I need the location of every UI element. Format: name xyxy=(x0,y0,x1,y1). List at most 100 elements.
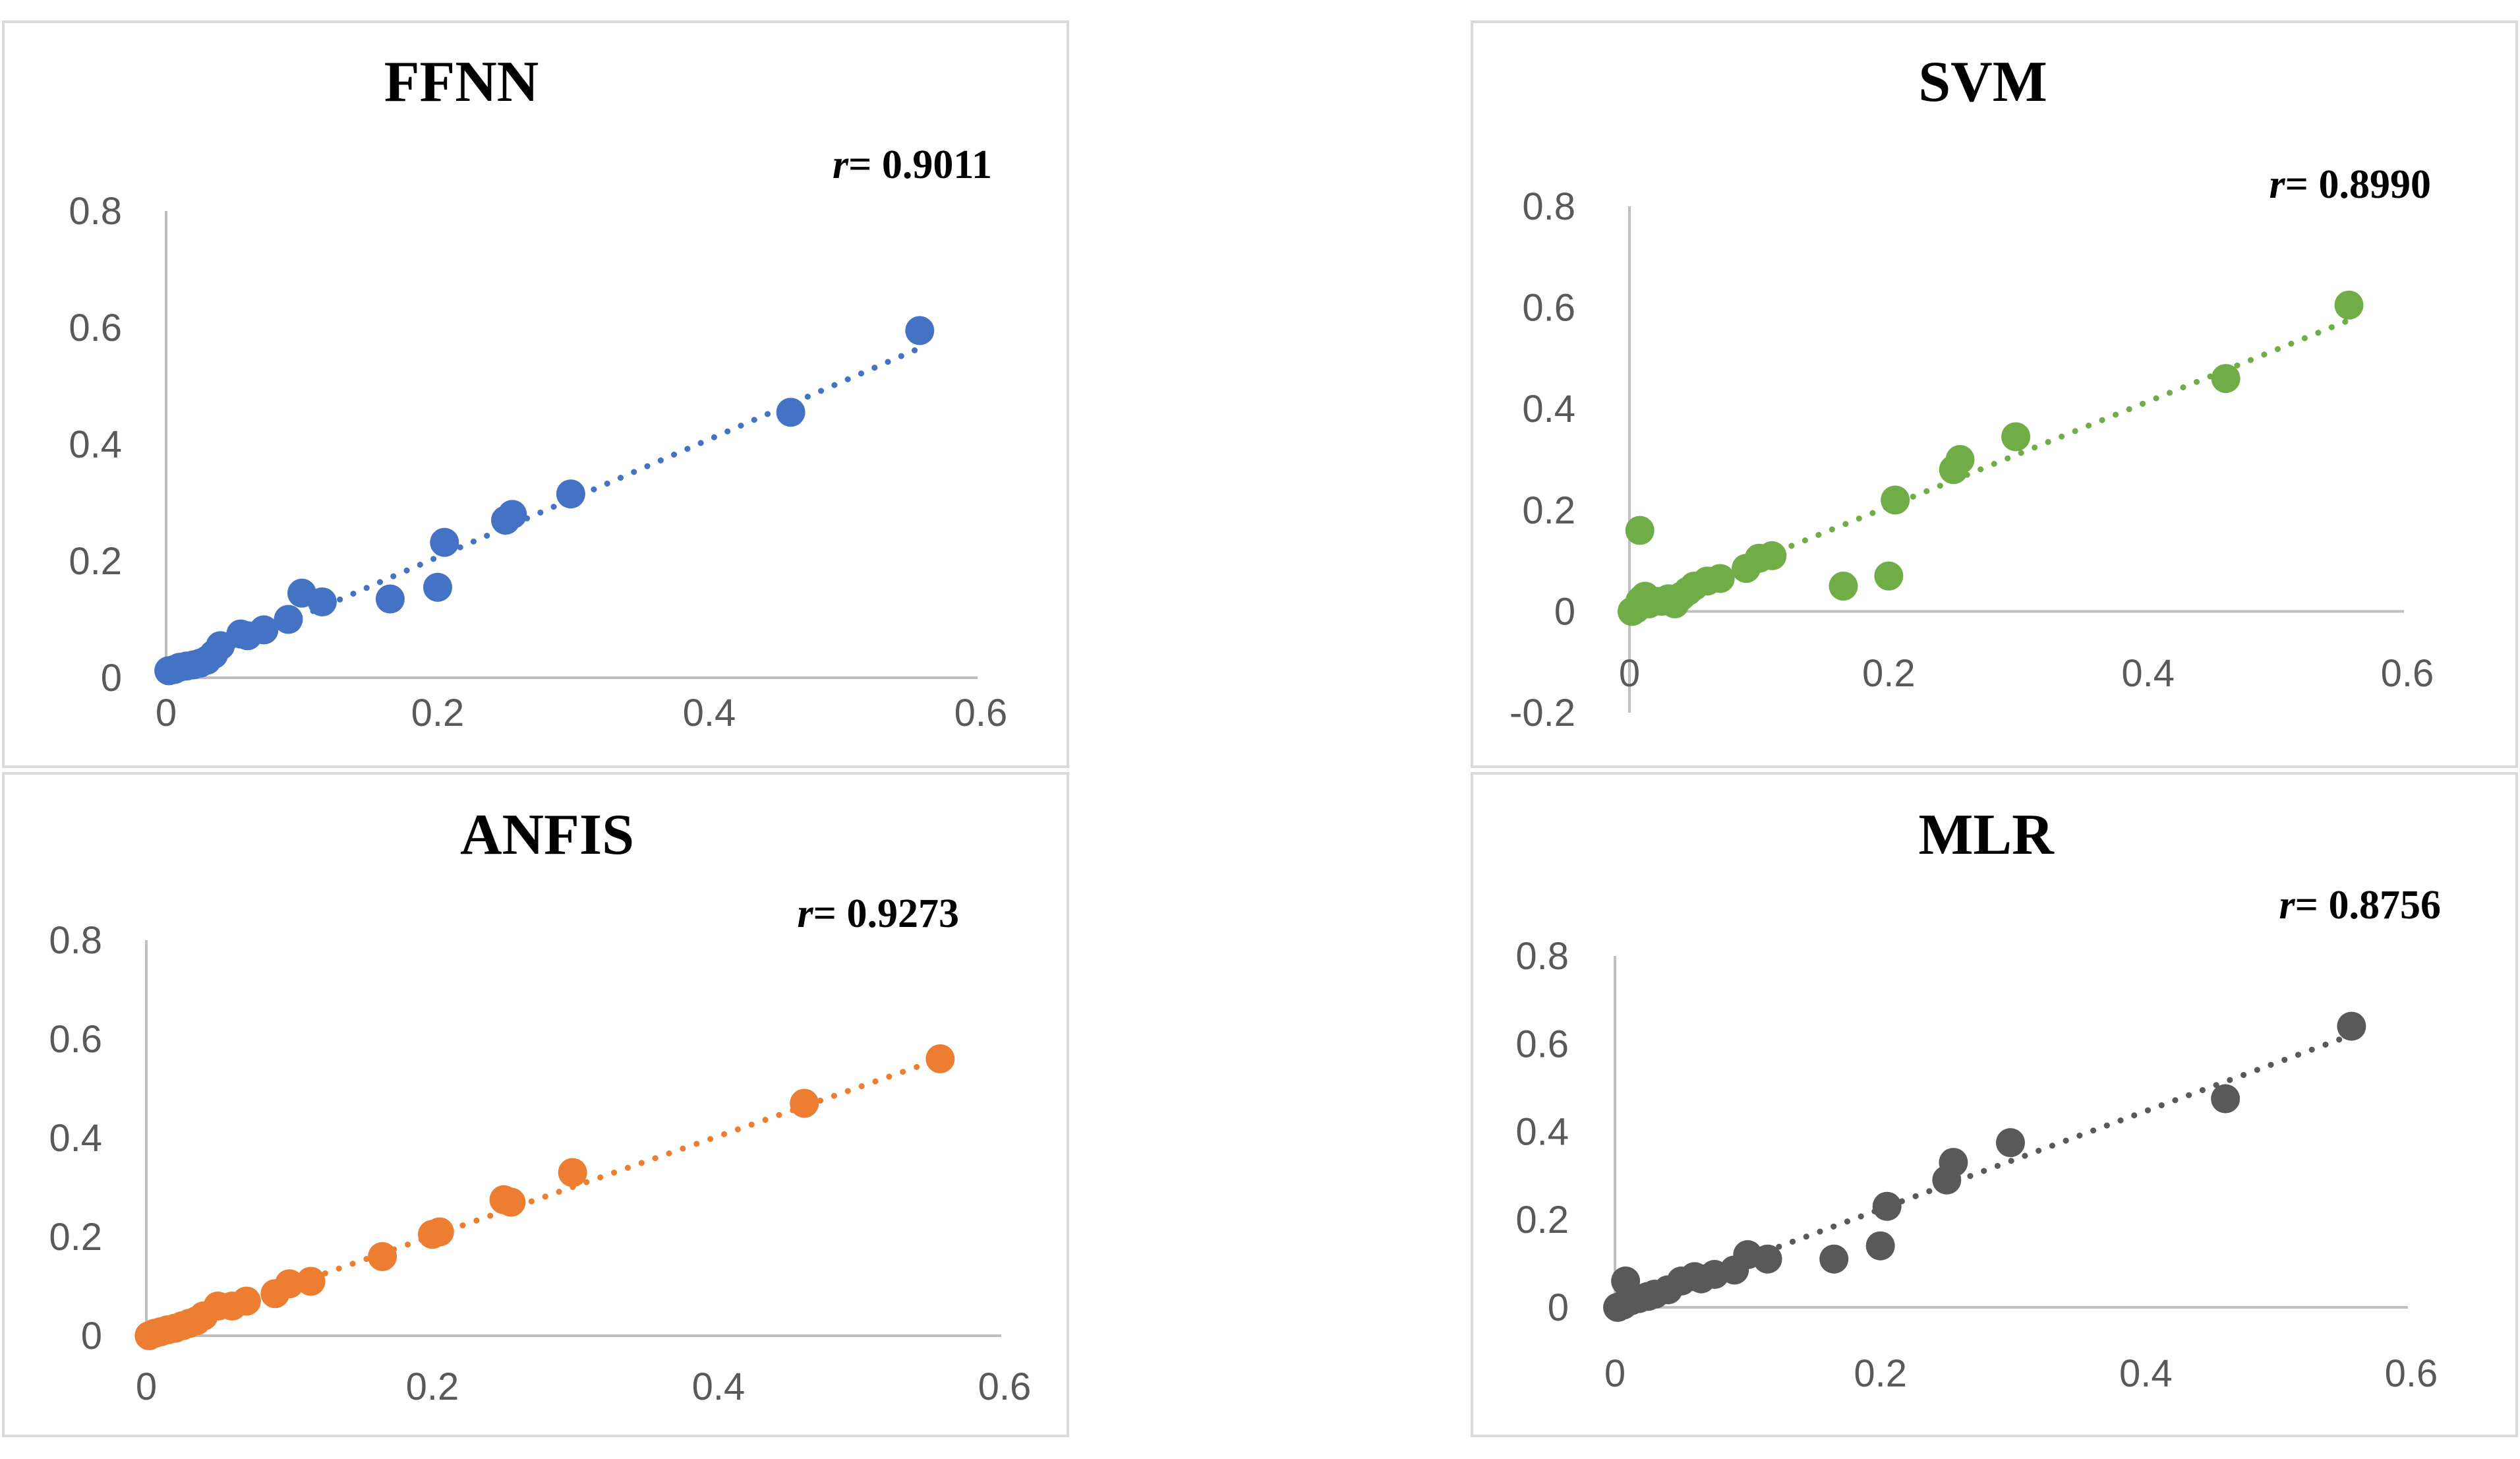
chart-title: SVM xyxy=(1918,50,2047,114)
x-tick-label: 0.6 xyxy=(978,1365,1032,1408)
data-point xyxy=(2337,1011,2366,1041)
y-tick-label: 0.4 xyxy=(1515,1111,1569,1154)
r-symbol: r xyxy=(833,142,849,187)
data-point xyxy=(1881,485,1910,515)
r-annotation: r= 0.9011 xyxy=(833,142,992,187)
chart-frame xyxy=(1471,772,2518,1437)
plot-area: 0 0.2 0.4 0.6 0.8 0 0.2 0.4 0.6 xyxy=(49,919,1031,1408)
data-point xyxy=(2001,422,2031,452)
chart-frame xyxy=(2,20,1069,768)
data-point xyxy=(776,398,806,427)
y-tick-label: 0.4 xyxy=(69,423,122,466)
data-point xyxy=(496,1187,526,1217)
y-tick-label: 0 xyxy=(1554,590,1575,633)
y-tick-label: 0.6 xyxy=(1515,1023,1569,1065)
data-point xyxy=(425,1217,454,1247)
data-point xyxy=(790,1088,819,1118)
y-tick-label: 0.8 xyxy=(69,190,122,233)
x-tick-label: 0 xyxy=(136,1365,157,1408)
r-value: = 0.8990 xyxy=(2285,162,2431,207)
x-tick-label: 0.4 xyxy=(2119,1352,2173,1395)
x-tick-label: 0.2 xyxy=(1862,652,1916,695)
data-point xyxy=(1625,516,1655,545)
data-point xyxy=(430,527,459,557)
x-tick-label: 0.6 xyxy=(2385,1352,2438,1395)
data-point xyxy=(1819,1244,1849,1274)
plot-area: 0 0.2 0.4 0.6 0.8 0 0.2 0.4 0.6 xyxy=(69,190,1007,734)
chart-anfis: ANFIS r= 0.9273 0 0.2 0.4 0.6 0.8 0 0.2 0.4 0.6 xyxy=(2,772,1069,1437)
data-point xyxy=(231,1286,261,1316)
data-point xyxy=(1829,572,1858,601)
data-point xyxy=(375,584,405,614)
plot-area: 0 0.2 0.4 0.6 0.8 0 0.2 0.4 0.6 xyxy=(1515,935,2438,1395)
y-tick-label: 0.6 xyxy=(1522,287,1575,330)
data-point xyxy=(307,587,337,616)
y-tick-label: 0 xyxy=(81,1315,102,1357)
x-tick-label: 0.2 xyxy=(411,692,465,734)
y-tick-label: 0.2 xyxy=(1522,489,1575,532)
data-point xyxy=(1757,541,1787,570)
r-symbol: r xyxy=(798,891,814,936)
data-point xyxy=(1872,1191,1902,1221)
x-tick-label: 0.2 xyxy=(406,1365,459,1408)
y-tick-label: 0 xyxy=(101,657,122,700)
x-tick-label: 0 xyxy=(1604,1352,1626,1395)
data-point xyxy=(296,1266,326,1296)
data-point xyxy=(1865,1231,1895,1261)
chart-mlr: MLR r= 0.8756 0 0.2 0.4 0.6 0.8 0 0.2 0.4 0.6 xyxy=(1471,772,2518,1437)
data-point xyxy=(275,1269,304,1299)
y-tick-label: 0.8 xyxy=(49,919,102,962)
y-tick-label: 0.6 xyxy=(69,307,122,349)
x-tick-label: 0.4 xyxy=(692,1365,746,1408)
chart-svm: SVM r= 0.8990 -0.2 0 0.2 0.4 0.6 0.8 0 0.2 0.4 0.… xyxy=(1471,20,2518,768)
y-tick-label: 0.8 xyxy=(1515,935,1569,978)
data-point xyxy=(274,605,303,634)
chart-title: ANFIS xyxy=(460,803,634,867)
y-tick-label: 0.4 xyxy=(1522,388,1575,431)
r-annotation: r= 0.8756 xyxy=(2279,883,2441,928)
data-point xyxy=(1939,1148,1968,1177)
plot-area: -0.2 0 0.2 0.4 0.6 0.8 0 0.2 0.4 0.6 xyxy=(1509,185,2434,734)
y-tick-label: 0.6 xyxy=(49,1018,102,1061)
y-tick-label: 0.4 xyxy=(49,1117,102,1160)
chart-title: MLR xyxy=(1918,803,2055,867)
chart-title: FFNN xyxy=(384,50,539,114)
data-point xyxy=(368,1242,397,1271)
r-value: = 0.9273 xyxy=(813,891,959,936)
data-point xyxy=(925,1044,955,1073)
r-value: = 0.9011 xyxy=(848,142,992,187)
data-point xyxy=(1705,564,1735,593)
x-tick-label: 0 xyxy=(1619,652,1640,695)
x-tick-label: 0.4 xyxy=(683,692,736,734)
x-tick-label: 0.6 xyxy=(954,692,1008,734)
chart-ffnn: FFNN r= 0.9011 0 0.2 0.4 0.6 0.8 0 0.2 0.4 0.6 xyxy=(2,20,1069,768)
data-point xyxy=(2211,364,2241,394)
r-symbol: r xyxy=(2270,162,2286,207)
data-point xyxy=(2334,290,2364,320)
x-tick-label: 0 xyxy=(156,692,177,734)
data-point xyxy=(498,500,527,529)
chart-frame xyxy=(1471,20,2518,768)
data-point xyxy=(249,615,279,645)
data-point xyxy=(1995,1128,2025,1158)
x-tick-label: 0.2 xyxy=(1854,1352,1907,1395)
r-annotation: r= 0.9273 xyxy=(798,891,959,936)
r-annotation: r= 0.8990 xyxy=(2270,162,2431,207)
data-point xyxy=(1945,445,1975,474)
y-tick-label: -0.2 xyxy=(1509,692,1575,734)
data-point xyxy=(2211,1084,2241,1114)
y-tick-label: 0.2 xyxy=(49,1216,102,1259)
data-point xyxy=(556,479,585,509)
data-point xyxy=(905,316,935,345)
y-tick-label: 0.2 xyxy=(1515,1199,1569,1241)
data-point xyxy=(423,572,452,602)
y-tick-label: 0 xyxy=(1548,1286,1569,1329)
y-tick-label: 0.2 xyxy=(69,540,122,583)
data-point xyxy=(1753,1244,1782,1274)
x-tick-label: 0.4 xyxy=(2121,652,2175,695)
x-tick-label: 0.6 xyxy=(2381,652,2434,695)
r-symbol: r xyxy=(2279,883,2296,928)
data-point xyxy=(558,1158,587,1187)
r-value: = 0.8756 xyxy=(2295,883,2441,928)
y-tick-label: 0.8 xyxy=(1522,185,1575,228)
